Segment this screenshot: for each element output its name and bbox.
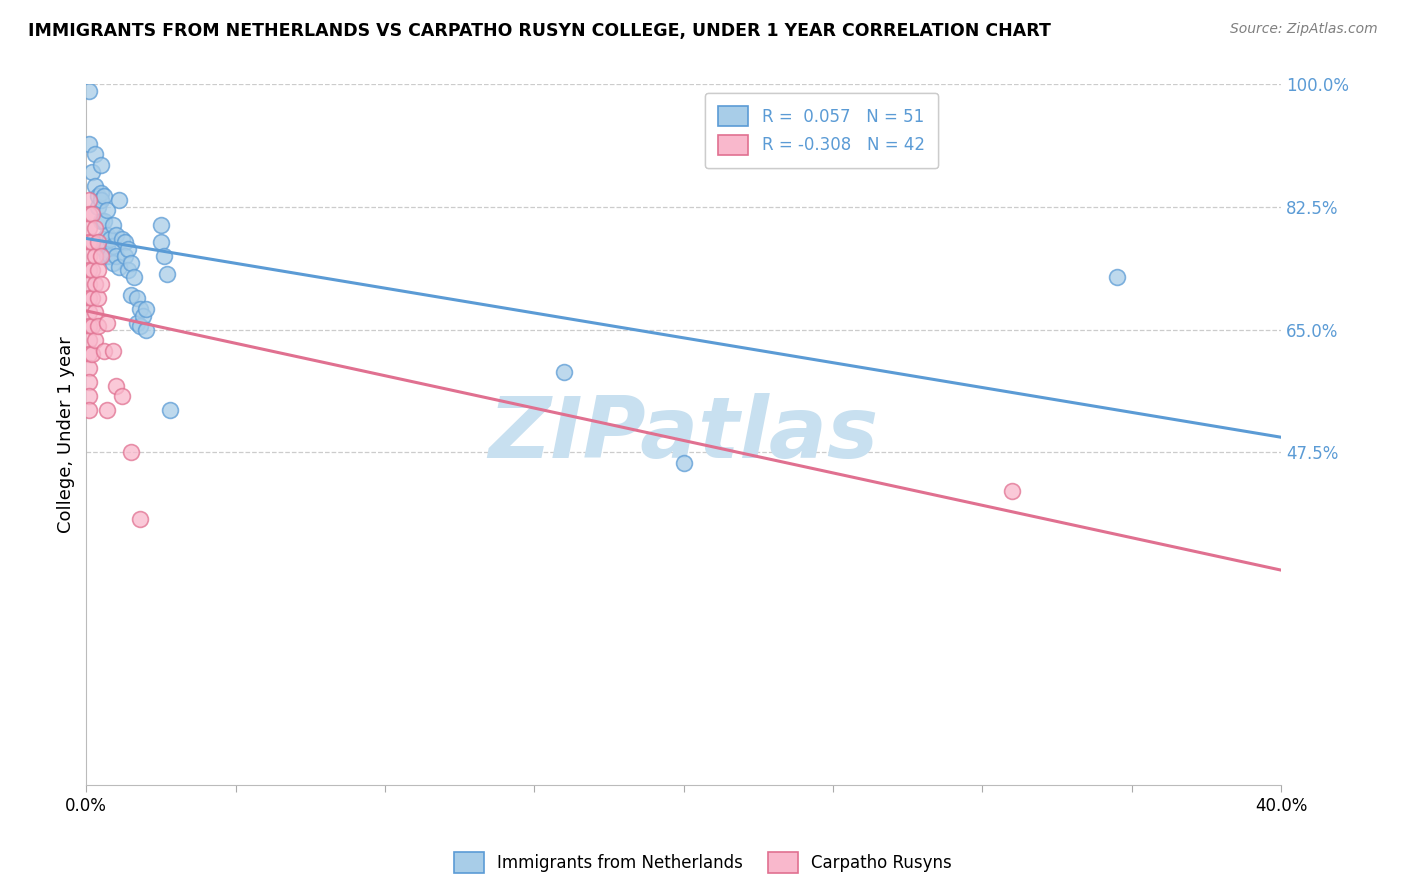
Point [77,403,100,417]
Point [98,249,121,263]
Point [82,291,104,305]
Point [125,291,148,305]
Point [101,238,124,252]
Point [125,316,148,330]
Legend: R =  0.057   N = 51, R = -0.308   N = 42: R = 0.057 N = 51, R = -0.308 N = 42 [706,93,938,169]
Point [93,242,115,256]
Point [90,186,112,200]
Point [132,309,155,323]
Point [84,277,107,291]
Point [90,158,112,172]
Point [87,291,110,305]
Point [77,207,100,221]
Point [77,221,100,235]
Point [105,378,128,392]
Point [111,389,134,403]
Point [129,511,152,525]
Point [82,165,104,179]
Text: ZIPatlas: ZIPatlas [488,393,879,476]
Point [82,319,104,334]
Point [101,218,124,232]
Point [114,249,136,263]
Point [553,365,575,379]
Point [87,319,110,334]
Point [77,263,100,277]
Point [156,267,179,281]
Point [96,227,118,242]
Point [82,347,104,361]
Point [105,227,128,242]
Point [90,193,112,207]
Point [77,249,100,263]
Point [84,249,107,263]
Point [77,85,100,99]
Point [77,235,100,249]
Point [77,193,100,207]
Text: Source: ZipAtlas.com: Source: ZipAtlas.com [1230,22,1378,37]
Point [98,231,121,245]
Point [77,389,100,403]
Text: IMMIGRANTS FROM NETHERLANDS VS CARPATHO RUSYN COLLEGE, UNDER 1 YEAR CORRELATION : IMMIGRANTS FROM NETHERLANDS VS CARPATHO … [28,22,1052,40]
Point [77,375,100,389]
Point [111,231,134,245]
Point [77,347,100,361]
Point [108,260,131,274]
Point [90,214,112,228]
Point [117,263,139,277]
Point [77,319,100,334]
Point [90,249,112,263]
Point [129,319,152,334]
Point [77,333,100,347]
Point [120,445,142,459]
Point [93,343,115,358]
Point [93,189,115,203]
Point [105,249,128,263]
Point [120,256,142,270]
Point [96,316,118,330]
Point [1001,483,1024,498]
Point [1105,270,1128,285]
Point [153,249,176,263]
Point [672,456,695,470]
Point [122,270,145,285]
Point [77,277,100,291]
Point [77,136,100,151]
Point [101,343,124,358]
Point [87,235,110,249]
Point [77,305,100,319]
Point [120,287,142,301]
Point [84,305,107,319]
Point [77,291,100,305]
Point [96,203,118,218]
Point [135,322,157,336]
Point [135,301,157,316]
Point [82,263,104,277]
Point [149,235,172,249]
Point [87,263,110,277]
Point [90,277,112,291]
Y-axis label: College, Under 1 year: College, Under 1 year [58,336,75,533]
Point [96,238,118,252]
Point [108,193,131,207]
Legend: Immigrants from Netherlands, Carpatho Rusyns: Immigrants from Netherlands, Carpatho Ru… [447,846,959,880]
Point [96,249,118,263]
Point [149,218,172,232]
Point [114,235,136,249]
Point [77,361,100,376]
Point [82,207,104,221]
Point [84,221,107,235]
Point [159,403,181,417]
Point [87,189,110,203]
Point [101,256,124,270]
Point [82,235,104,249]
Point [93,231,115,245]
Point [84,333,107,347]
Point [117,242,139,256]
Point [87,200,110,214]
Point [96,403,118,417]
Point [84,179,107,194]
Point [84,147,107,161]
Point [129,301,152,316]
Point [93,214,115,228]
